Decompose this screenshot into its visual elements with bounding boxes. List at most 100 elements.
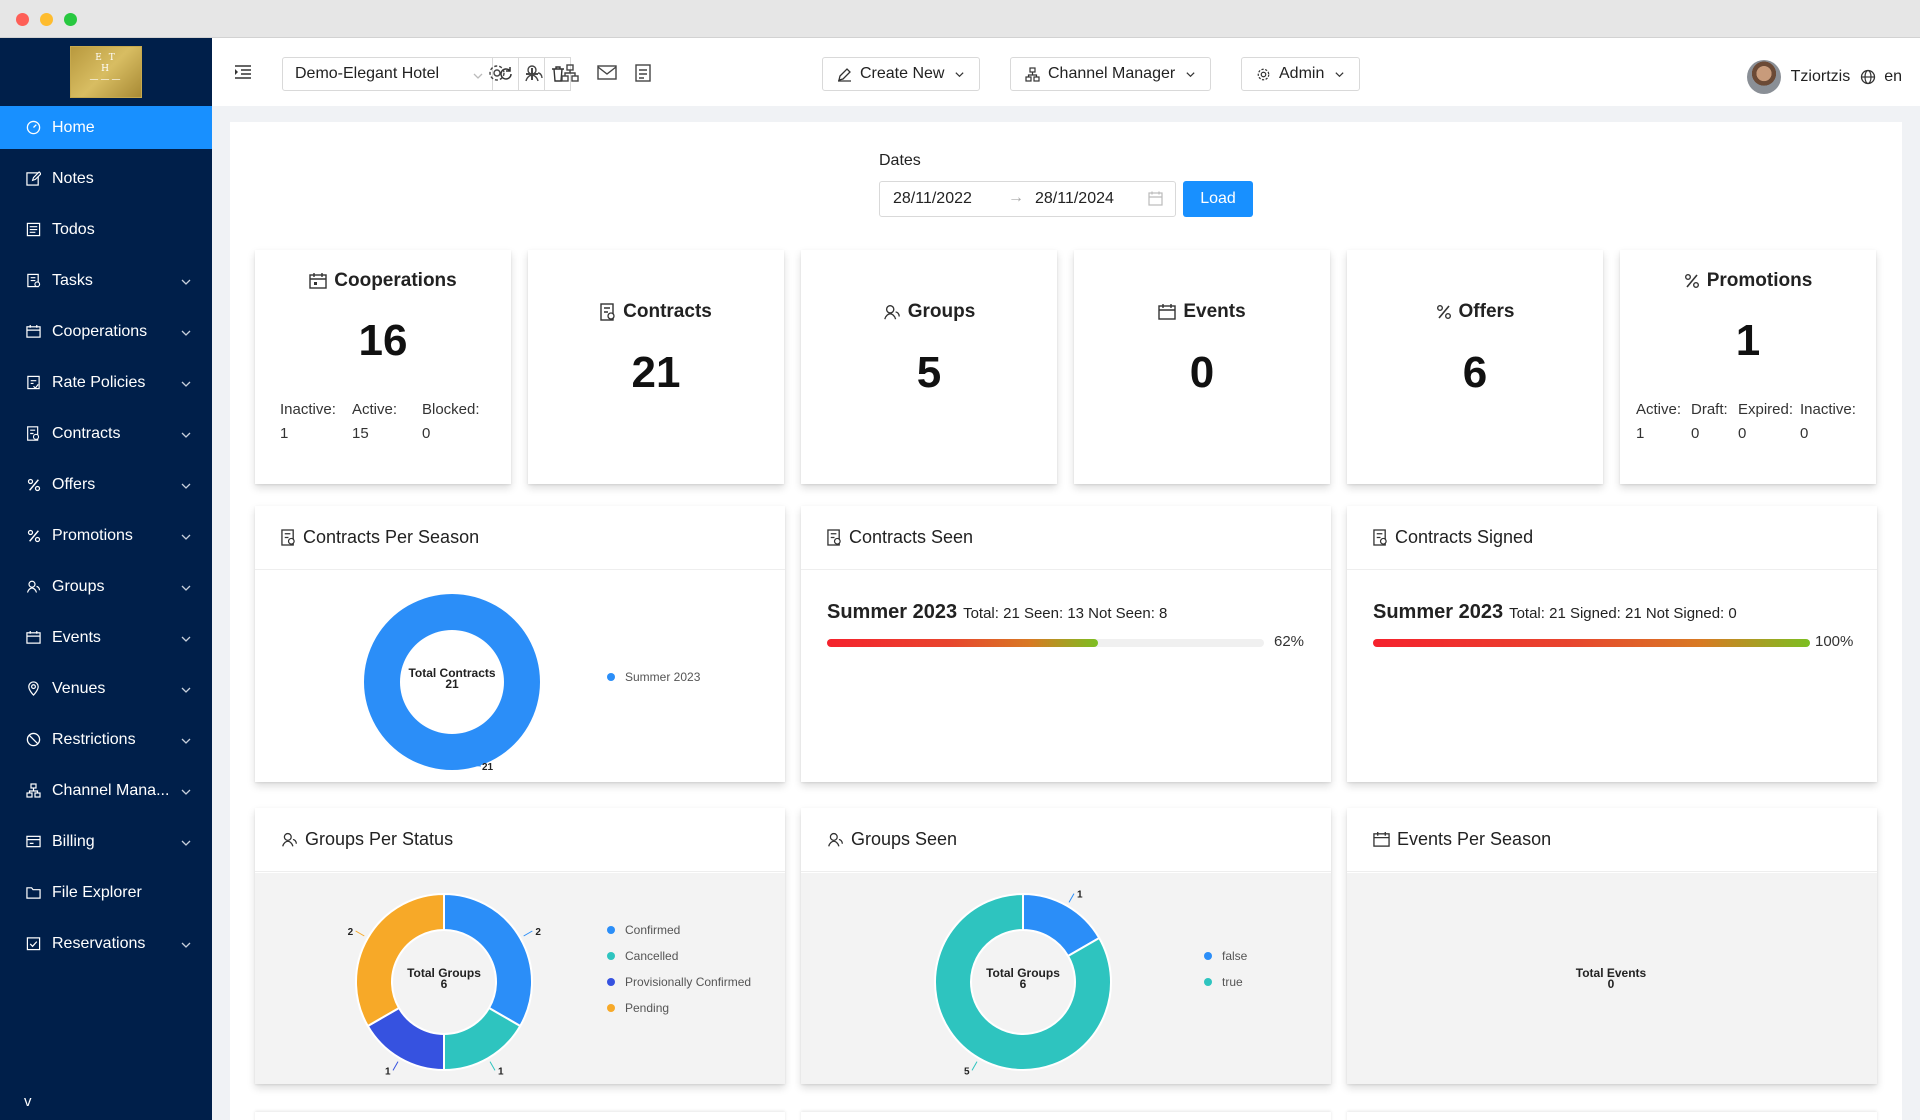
contract-icon <box>25 425 42 442</box>
calendar-icon <box>309 272 327 290</box>
sidebar-item-venues[interactable]: Venues <box>0 663 212 714</box>
progress-summary: Total: 21 Signed: 21 Not Signed: 0 <box>1509 605 1737 622</box>
stat-card-offers[interactable]: Offers 6 <box>1347 250 1603 484</box>
progress-percent: 62% <box>1274 633 1305 650</box>
mail-icon[interactable] <box>596 62 618 84</box>
language-label[interactable]: en <box>1884 68 1902 85</box>
stat-title: Promotions <box>1706 270 1813 291</box>
sidebar-item-offers[interactable]: Offers <box>0 459 212 510</box>
stat-sub-label: Blocked: <box>422 401 480 418</box>
stat-card-promotions[interactable]: Promotions 1 Active: 1 Draft: 0 Expired: 0 … <box>1620 250 1876 484</box>
stat-card-cooperations[interactable]: Cooperations 16 Inactive: 1 Active: 15 Blo… <box>255 250 511 484</box>
stat-card-groups[interactable]: Groups 5 <box>801 250 1057 484</box>
avatar[interactable] <box>1746 60 1781 94</box>
sidebar-item-label: Events <box>52 628 101 646</box>
panel-title: Groups Per Status <box>305 829 454 849</box>
minimize-window-button[interactable] <box>40 13 53 26</box>
load-button[interactable]: Load <box>1183 181 1253 217</box>
sidebar-item-todos[interactable]: Todos <box>0 204 212 255</box>
user-name: Tziortzis <box>1790 68 1851 85</box>
sidebar-item-events[interactable]: Events <box>0 612 212 663</box>
stat-sub-label: Draft: <box>1691 401 1728 418</box>
user-menu[interactable]: Tziortzis en <box>1746 60 1902 94</box>
slice-value-label: 1 <box>385 1066 391 1077</box>
sidebar-collapse-button[interactable]: v <box>24 1093 32 1110</box>
legend-label: false <box>1222 949 1248 963</box>
stat-title: Offers <box>1458 301 1515 322</box>
percent-icon <box>25 527 42 544</box>
close-window-button[interactable] <box>16 13 29 26</box>
delete-icon[interactable] <box>544 57 571 91</box>
date-range-picker[interactable]: 28/11/2022 → 28/11/2024 <box>879 181 1176 217</box>
season-label: Summer 2023 <box>1373 601 1504 623</box>
legend-item[interactable]: true <box>1204 969 1247 995</box>
sidebar-item-label: Billing <box>52 832 95 850</box>
sidebar-menu: Home Notes Todos Tasks Cooperations Rate Poli… <box>0 106 212 969</box>
sidebar-item-home[interactable]: Home <box>0 106 212 149</box>
chart-legend: false true <box>1204 943 1247 995</box>
document-icon[interactable] <box>632 62 654 84</box>
legend-marker <box>607 926 615 934</box>
legend-item[interactable]: Cancelled <box>607 943 751 969</box>
sidebar-item-tasks[interactable]: Tasks <box>0 255 212 306</box>
chevron-down-icon <box>180 734 192 746</box>
sidebar-item-file-explorer[interactable]: File Explorer <box>0 867 212 918</box>
sidebar-item-label: Promotions <box>52 526 133 544</box>
legend-item[interactable]: Confirmed <box>607 917 751 943</box>
slice-value-label: 1 <box>498 1066 504 1077</box>
hotel-logo[interactable]: E T H ——— <box>70 46 142 98</box>
donut-slice[interactable] <box>934 892 1112 1071</box>
sidebar-item-channel-mana[interactable]: Channel Mana... <box>0 765 212 816</box>
create-new-dropdown[interactable]: Create New <box>822 57 981 91</box>
panel-title: Groups Seen <box>851 829 958 849</box>
start-date-input[interactable]: 28/11/2022 <box>893 190 972 207</box>
hierarchy-icon[interactable] <box>559 62 581 84</box>
sidebar-item-rate-policies[interactable]: Rate Policies <box>0 357 212 408</box>
panel-title: Contracts Seen <box>849 527 974 547</box>
user-group-icon[interactable] <box>523 62 545 84</box>
chevron-down-icon <box>1334 69 1345 80</box>
stop-icon <box>25 731 42 748</box>
maximize-window-button[interactable] <box>64 13 77 26</box>
sidebar-item-notes[interactable]: Notes <box>0 153 212 204</box>
list-icon <box>25 221 42 238</box>
sidebar-item-reservations[interactable]: Reservations <box>0 918 212 969</box>
group-icon <box>827 831 844 848</box>
donut-center-label: Total Contracts <box>408 666 495 680</box>
panel-partial <box>1347 1112 1877 1120</box>
settings-icon[interactable] <box>486 62 508 84</box>
donut-slice[interactable] <box>363 594 540 770</box>
chart-legend: Confirmed Cancelled Provisionally Confirme… <box>607 917 751 1021</box>
calendar-icon[interactable] <box>1148 191 1163 211</box>
sidebar-item-billing[interactable]: Billing <box>0 816 212 867</box>
donut-slice[interactable] <box>355 892 445 1028</box>
sidebar-item-groups[interactable]: Groups <box>0 561 212 612</box>
end-date-input[interactable]: 28/11/2024 <box>1035 190 1114 207</box>
legend-item[interactable]: false <box>1204 943 1247 969</box>
sidebar-item-promotions[interactable]: Promotions <box>0 510 212 561</box>
sidebar-item-contracts[interactable]: Contracts <box>0 408 212 459</box>
slice-value-label: 2 <box>348 927 354 938</box>
percent-icon <box>1436 304 1452 320</box>
admin-dropdown[interactable]: Admin <box>1241 57 1361 91</box>
legend-marker <box>607 1004 615 1012</box>
stat-title: Cooperations <box>334 270 457 291</box>
legend-item[interactable]: Pending <box>607 995 751 1021</box>
label-leader-line <box>489 1061 496 1071</box>
stat-sub-value: 1 <box>280 425 289 442</box>
donut-slice[interactable] <box>443 892 533 1028</box>
panel-contracts-seen: Contracts Seen Summer 2023 Total: 21 Seen… <box>801 506 1331 782</box>
stat-card-events[interactable]: Events 0 <box>1074 250 1330 484</box>
legend-item[interactable]: Summer 2023 <box>607 664 700 690</box>
menu-fold-icon[interactable] <box>232 61 254 83</box>
globe-icon[interactable] <box>1860 69 1876 85</box>
stat-card-contracts[interactable]: Contracts 21 <box>528 250 784 484</box>
channel-manager-dropdown[interactable]: Channel Manager <box>1010 57 1212 91</box>
sidebar-item-cooperations[interactable]: Cooperations <box>0 306 212 357</box>
legend-item[interactable]: Provisionally Confirmed <box>607 969 751 995</box>
legend-label: Cancelled <box>625 949 679 963</box>
sidebar-item-restrictions[interactable]: Restrictions <box>0 714 212 765</box>
hotel-select[interactable]: Demo-Elegant Hotel <box>282 57 495 91</box>
label-leader-line <box>392 1061 399 1071</box>
